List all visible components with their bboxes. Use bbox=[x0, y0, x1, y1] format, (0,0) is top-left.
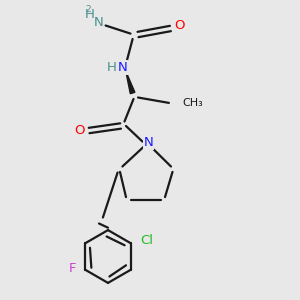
Text: O: O bbox=[74, 124, 85, 137]
Text: 2: 2 bbox=[86, 5, 92, 14]
Polygon shape bbox=[126, 71, 135, 94]
Text: H: H bbox=[85, 8, 95, 21]
Text: F: F bbox=[69, 262, 76, 275]
Text: N: N bbox=[144, 136, 153, 149]
Text: CH₃: CH₃ bbox=[182, 98, 203, 109]
Text: Cl: Cl bbox=[140, 234, 153, 248]
Text: N: N bbox=[118, 61, 128, 74]
Text: H: H bbox=[107, 61, 116, 74]
Text: N: N bbox=[94, 16, 104, 29]
Text: O: O bbox=[174, 19, 184, 32]
